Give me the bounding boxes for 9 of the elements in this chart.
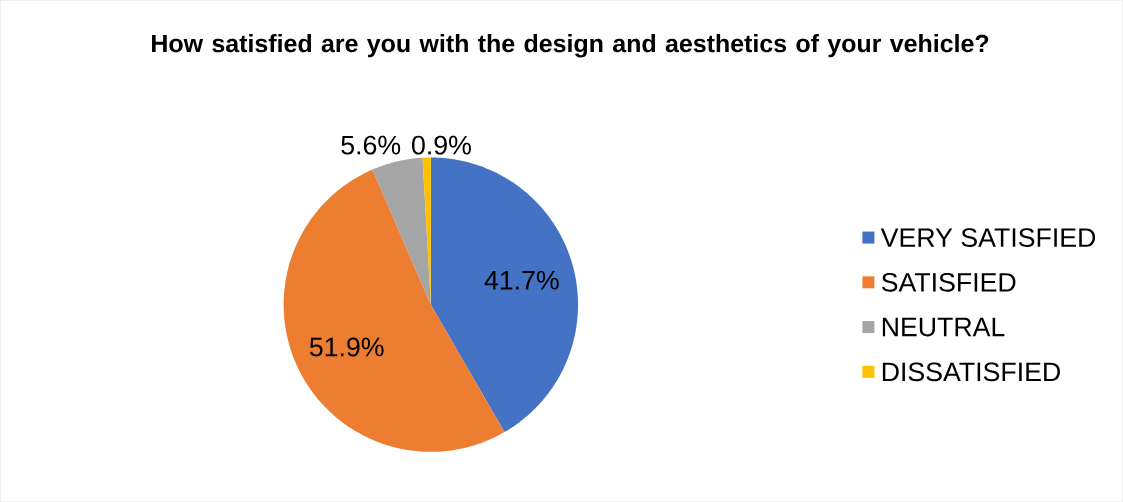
legend-label: VERY SATISFIED	[880, 228, 1096, 247]
data-label: 5.6%	[341, 135, 401, 155]
chart-title: How satisfied are you with the design and aesthetics of your vehicle?	[152, 33, 989, 58]
legend-label: SATISFIED	[881, 272, 1016, 292]
legend-label: DISSATISFIED	[882, 362, 1060, 382]
data-label: 0.9%	[412, 135, 471, 155]
data-label: 51.9%	[309, 337, 384, 357]
legend-label: NEUTRAL	[882, 317, 1005, 337]
data-label: 41.7%	[484, 270, 559, 290]
